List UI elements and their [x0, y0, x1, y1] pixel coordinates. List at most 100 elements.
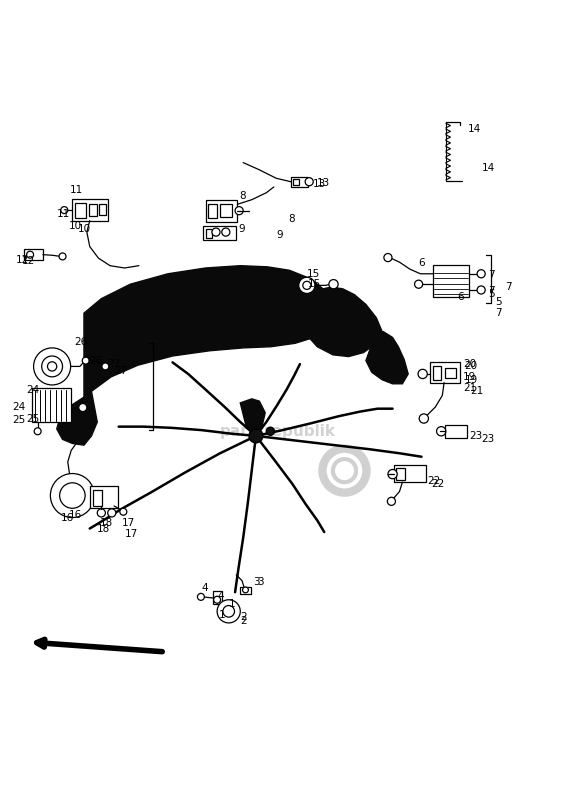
Circle shape — [437, 426, 446, 436]
Bar — [240, 587, 251, 594]
Bar — [89, 204, 97, 216]
Text: 14: 14 — [468, 124, 481, 134]
Text: 12: 12 — [16, 255, 30, 265]
Text: 2: 2 — [240, 612, 247, 622]
Text: 7: 7 — [488, 286, 494, 296]
Circle shape — [34, 348, 71, 385]
Bar — [90, 486, 118, 508]
Text: 4: 4 — [217, 590, 223, 601]
Circle shape — [27, 251, 34, 258]
Text: 4: 4 — [201, 583, 208, 593]
Text: 6: 6 — [457, 292, 464, 302]
Text: 13: 13 — [317, 178, 331, 188]
Circle shape — [384, 254, 392, 262]
Bar — [24, 250, 43, 260]
Circle shape — [477, 286, 485, 294]
Circle shape — [418, 370, 427, 378]
Text: 25: 25 — [13, 415, 26, 426]
Text: 2: 2 — [240, 616, 247, 626]
Bar — [220, 204, 232, 217]
Circle shape — [97, 509, 105, 517]
Text: 3: 3 — [258, 578, 264, 587]
Polygon shape — [57, 391, 97, 445]
Bar — [433, 366, 441, 380]
Text: 3: 3 — [254, 578, 260, 587]
Text: 10: 10 — [78, 224, 91, 234]
Circle shape — [47, 362, 57, 371]
Circle shape — [333, 459, 356, 482]
Circle shape — [249, 429, 263, 443]
Bar — [203, 226, 236, 240]
Text: 14: 14 — [482, 163, 495, 174]
Text: 23: 23 — [482, 434, 495, 444]
Bar — [99, 204, 106, 214]
Bar — [445, 425, 467, 438]
Bar — [430, 362, 460, 382]
Circle shape — [415, 280, 423, 288]
Text: 27: 27 — [107, 358, 120, 369]
Text: 18: 18 — [97, 523, 111, 534]
Text: 24: 24 — [13, 402, 26, 412]
Text: 20: 20 — [463, 359, 477, 369]
Bar — [433, 265, 469, 297]
Text: 7: 7 — [495, 308, 501, 318]
Text: 19: 19 — [463, 372, 477, 382]
Polygon shape — [84, 266, 336, 397]
Text: 21: 21 — [463, 383, 477, 394]
Circle shape — [388, 470, 397, 478]
Text: 13: 13 — [313, 179, 326, 189]
Text: 26: 26 — [74, 337, 87, 347]
Text: 10: 10 — [68, 222, 82, 231]
Text: 8: 8 — [288, 214, 295, 224]
Bar — [394, 465, 426, 482]
Polygon shape — [366, 332, 408, 384]
Circle shape — [243, 587, 248, 593]
Bar — [213, 591, 222, 604]
Circle shape — [329, 279, 338, 289]
Polygon shape — [307, 287, 382, 357]
Text: 7: 7 — [488, 270, 494, 280]
Bar — [93, 490, 102, 506]
Circle shape — [235, 206, 243, 214]
Text: 19: 19 — [464, 374, 478, 385]
Text: 11: 11 — [69, 186, 83, 195]
Text: 24: 24 — [26, 385, 39, 395]
Circle shape — [102, 363, 109, 370]
Text: 16: 16 — [68, 510, 82, 520]
Circle shape — [214, 596, 221, 603]
Text: 1: 1 — [219, 610, 225, 620]
Circle shape — [59, 253, 66, 260]
Circle shape — [323, 449, 367, 493]
Text: 6: 6 — [419, 258, 425, 268]
Bar — [206, 200, 237, 222]
Text: 1: 1 — [229, 599, 235, 609]
Text: 15: 15 — [308, 279, 321, 290]
Text: 15: 15 — [307, 269, 320, 278]
Circle shape — [61, 206, 68, 214]
Text: 22: 22 — [427, 476, 441, 486]
Bar — [396, 468, 405, 480]
Circle shape — [477, 270, 485, 278]
Text: 17: 17 — [122, 518, 135, 528]
Circle shape — [60, 482, 85, 508]
Circle shape — [120, 508, 127, 515]
Text: 17: 17 — [124, 530, 138, 539]
Circle shape — [222, 228, 230, 236]
Text: partsrepublik: partsrepublik — [220, 424, 336, 439]
Circle shape — [223, 606, 234, 617]
Circle shape — [197, 594, 204, 600]
Text: 26: 26 — [90, 356, 103, 366]
Bar — [291, 177, 308, 187]
Circle shape — [387, 498, 395, 506]
Bar — [208, 204, 217, 218]
Text: 8: 8 — [239, 190, 245, 201]
Circle shape — [217, 600, 240, 623]
Bar — [32, 389, 71, 422]
Text: 16: 16 — [61, 513, 74, 522]
Text: 25: 25 — [26, 414, 39, 424]
Text: 18: 18 — [100, 518, 113, 528]
Circle shape — [299, 278, 315, 294]
Circle shape — [212, 228, 220, 236]
Circle shape — [108, 509, 116, 517]
Text: 7: 7 — [505, 282, 511, 292]
